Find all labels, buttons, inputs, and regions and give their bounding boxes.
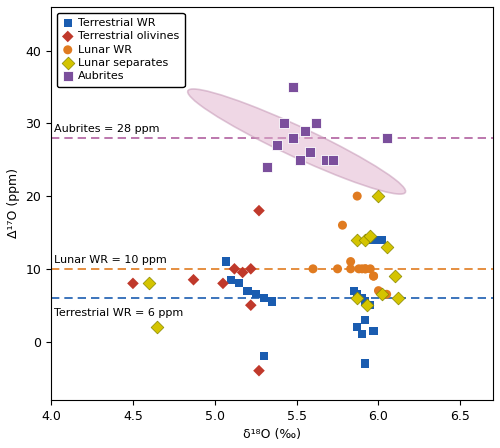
Lunar WR (309, 265, 317, 272)
Terrestrial olivines (190, 276, 198, 283)
Terrestrial olivines (255, 367, 263, 374)
Lunar separates (362, 236, 370, 243)
Terrestrial olivines (230, 265, 238, 272)
Lunar separates (374, 193, 382, 200)
Lunar separates (394, 294, 402, 302)
Terrestrial olivines (219, 280, 227, 287)
Lunar separates (154, 323, 162, 331)
Aubrites (263, 164, 271, 171)
Aubrites (382, 134, 390, 142)
Terrestrial WR (370, 236, 378, 243)
Terrestrial WR (370, 327, 378, 334)
Lunar separates (353, 236, 361, 243)
Aubrites (290, 83, 298, 90)
Lunar WR (334, 265, 342, 272)
Text: Terrestrial WR = 6 ppm: Terrestrial WR = 6 ppm (54, 308, 184, 318)
Lunar separates (391, 272, 399, 280)
Lunar WR (370, 272, 378, 280)
Terrestrial WR (260, 353, 268, 360)
Terrestrial WR (358, 331, 366, 338)
Aubrites (312, 120, 320, 127)
Terrestrial WR (362, 298, 370, 305)
Aubrites (306, 149, 314, 156)
Legend: Terrestrial WR, Terrestrial olivines, Lunar WR, Lunar separates, Aubrites: Terrestrial WR, Terrestrial olivines, Lu… (56, 13, 184, 87)
Aubrites (301, 127, 309, 134)
Aubrites (328, 156, 336, 164)
Terrestrial WR (227, 276, 235, 283)
Lunar WR (358, 265, 366, 272)
Lunar WR (362, 265, 370, 272)
Text: Lunar WR = 10 ppm: Lunar WR = 10 ppm (54, 255, 167, 265)
Lunar separates (366, 233, 374, 240)
Terrestrial WR (252, 291, 260, 298)
Aubrites (280, 120, 287, 127)
Terrestrial WR (236, 280, 244, 287)
Terrestrial WR (366, 302, 374, 309)
Terrestrial WR (353, 323, 361, 331)
Ellipse shape (188, 89, 406, 194)
Terrestrial WR (378, 236, 386, 243)
Terrestrial WR (268, 298, 276, 305)
Terrestrial olivines (255, 207, 263, 214)
Terrestrial WR (260, 294, 268, 302)
Lunar WR (374, 287, 382, 294)
Terrestrial WR (358, 294, 366, 302)
Aubrites (322, 156, 330, 164)
Terrestrial WR (350, 287, 358, 294)
Lunar separates (378, 291, 386, 298)
Terrestrial WR (222, 258, 230, 265)
Terrestrial WR (353, 291, 361, 298)
Lunar separates (363, 302, 371, 309)
Lunar WR (370, 272, 378, 280)
Lunar WR (355, 265, 363, 272)
Text: Aubrites = 28 ppm: Aubrites = 28 ppm (54, 124, 160, 134)
Lunar WR (362, 265, 370, 272)
Lunar WR (346, 258, 354, 265)
Lunar separates (382, 243, 390, 250)
Lunar WR (353, 193, 361, 200)
Lunar WR (346, 265, 354, 272)
Lunar WR (382, 291, 390, 298)
X-axis label: δ¹⁸O (‰): δ¹⁸O (‰) (243, 428, 301, 441)
Aubrites (290, 134, 298, 142)
Terrestrial WR (362, 360, 370, 367)
Terrestrial olivines (129, 280, 137, 287)
Lunar WR (338, 222, 346, 229)
Aubrites (273, 142, 281, 149)
Terrestrial olivines (247, 302, 255, 309)
Lunar separates (353, 294, 361, 302)
Y-axis label: Δ¹⁷O (ppm): Δ¹⁷O (ppm) (7, 168, 20, 238)
Terrestrial olivines (247, 265, 255, 272)
Terrestrial olivines (238, 269, 246, 276)
Terrestrial WR (244, 287, 252, 294)
Lunar separates (146, 280, 154, 287)
Lunar WR (366, 265, 374, 272)
Aubrites (296, 156, 304, 164)
Terrestrial WR (362, 316, 370, 323)
